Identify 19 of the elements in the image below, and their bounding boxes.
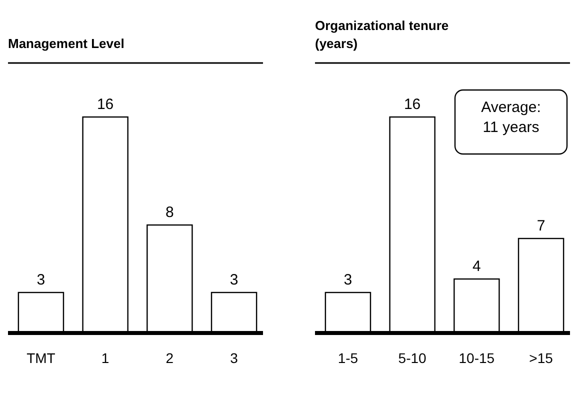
- x-tick-label: 10-15: [458, 350, 495, 366]
- chart-title: Organizational tenure (years): [315, 18, 449, 51]
- data-label: 3: [344, 272, 352, 288]
- data-label: 16: [96, 96, 114, 113]
- annotation: Average: 11 years: [481, 99, 541, 136]
- x-tick-label: 1: [101, 350, 110, 366]
- data-label: 4: [472, 258, 481, 275]
- data-label: 8: [166, 204, 174, 221]
- x-tick-label: 5-10: [398, 350, 427, 366]
- data-label: 16: [404, 96, 421, 113]
- data-label: 3: [230, 272, 238, 288]
- x-tick-label: TMT: [26, 350, 56, 366]
- x-tick-label: >15: [529, 350, 554, 366]
- x-tick-label: 3: [230, 350, 238, 366]
- chart-title: Management Level: [8, 36, 124, 51]
- x-tick-label: 1-5: [338, 350, 358, 366]
- data-label: 7: [536, 218, 546, 234]
- x-tick-label: 2: [166, 350, 174, 366]
- data-label: 3: [36, 272, 46, 288]
